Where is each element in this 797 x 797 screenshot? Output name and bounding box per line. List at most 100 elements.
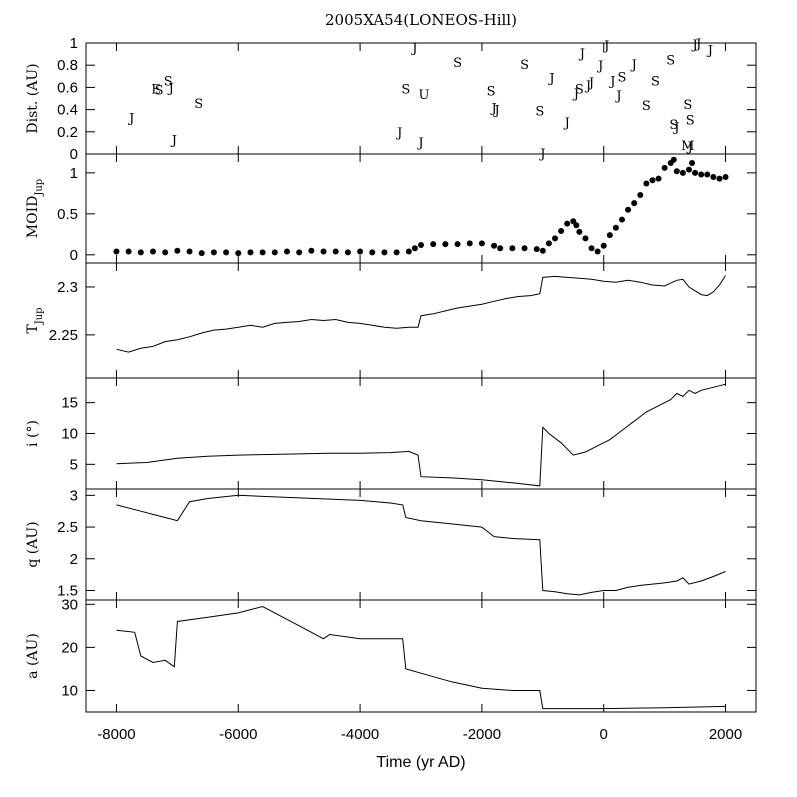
- panel-a: 10 20 30 a (AU): [25, 596, 757, 713]
- y-tick-label: 10: [61, 682, 78, 699]
- moid-point: [582, 235, 589, 242]
- x-axis: -8000 -6000 -4000 -2000 0 2000: [97, 726, 742, 743]
- encounter-marker: S: [194, 97, 203, 112]
- y-tick-label: 20: [61, 639, 78, 656]
- moid-point: [308, 247, 315, 254]
- encounter-marker: J: [690, 38, 697, 53]
- y-axis-label-text: T: [25, 324, 41, 334]
- moid-point: [558, 228, 565, 235]
- moid-point: [692, 169, 699, 176]
- x-tick-label: -8000: [97, 726, 135, 743]
- encounter-marker: S: [651, 75, 660, 90]
- moid-point: [247, 249, 254, 256]
- encounter-marker: S: [683, 98, 692, 113]
- moid-point: [137, 249, 144, 256]
- moid-point: [113, 248, 120, 255]
- moid-point: [606, 232, 613, 239]
- encounter-marker: J: [395, 126, 402, 141]
- moid-point: [509, 245, 516, 252]
- moid-point: [497, 245, 504, 252]
- moid-point: [631, 200, 638, 207]
- encounter-marker: J: [686, 140, 693, 155]
- moid-point: [521, 245, 528, 252]
- series-line-q: [116, 494, 726, 596]
- y-axis-label-subscript: Jup: [34, 307, 45, 325]
- encounter-marker: J: [706, 44, 713, 59]
- encounter-marker: S: [401, 83, 410, 98]
- y-tick-label: 2: [70, 551, 78, 568]
- y-tick-label: 0: [70, 247, 78, 264]
- series-line-incl: [116, 383, 726, 487]
- moid-point: [570, 218, 577, 225]
- encounter-marker: J: [694, 37, 701, 52]
- moid-point: [271, 249, 278, 256]
- moid-point: [594, 248, 601, 255]
- encounter-marker: J: [489, 101, 496, 116]
- encounter-marker: J: [587, 76, 594, 91]
- encounter-marker: J: [167, 81, 174, 96]
- encounter-marker: U: [419, 88, 430, 103]
- moid-point: [539, 247, 546, 254]
- encounter-marker: S: [520, 58, 529, 73]
- moid-point: [162, 249, 169, 256]
- moid-point: [186, 248, 193, 255]
- moid-point: [332, 248, 339, 255]
- y-axis-label-subscript: Jup: [34, 179, 45, 197]
- moid-point: [612, 224, 619, 231]
- encounter-marker: J: [563, 116, 570, 131]
- moid-point: [649, 177, 656, 184]
- y-tick-label: 30: [61, 596, 78, 613]
- encounter-marker: S: [487, 85, 496, 100]
- moid-point: [320, 248, 327, 255]
- encounter-marker: J: [614, 89, 621, 104]
- y-axis-label: a (AU): [25, 633, 41, 679]
- moid-point: [344, 249, 351, 256]
- y-axis-label: i (°): [25, 420, 41, 447]
- panel-tjup: 2.25 2.3 TJup: [25, 262, 757, 379]
- moid-point: [442, 241, 449, 248]
- encounter-marker: J: [672, 120, 679, 135]
- moid-point: [576, 228, 583, 235]
- moid-point: [661, 164, 668, 171]
- encounter-marker: J: [578, 47, 585, 62]
- panel-incl: 5 10 15 i (°): [25, 377, 757, 490]
- moid-point: [716, 175, 723, 182]
- encounter-marker: E: [151, 83, 161, 98]
- moid-point: [418, 241, 424, 248]
- y-tick-label: 0.2: [57, 124, 78, 141]
- moid-point: [198, 250, 205, 257]
- encounter-marker: S: [575, 83, 584, 98]
- series-line-a: [116, 605, 726, 710]
- y-axis-label-text: q (AU): [25, 521, 41, 567]
- moid-point: [491, 242, 498, 249]
- moid-point: [174, 247, 181, 254]
- moid-point: [686, 166, 692, 173]
- moid-point: [673, 168, 680, 175]
- moid-point: [625, 206, 632, 213]
- y-tick-label: 2.3: [57, 279, 78, 296]
- moid-point: [545, 240, 552, 247]
- encounter-marker: S: [618, 70, 627, 85]
- moid-point: [296, 249, 303, 256]
- encounter-marker: J: [584, 79, 591, 94]
- encounter-marker: S: [164, 75, 173, 90]
- y-tick-label: 5: [70, 456, 78, 473]
- panel-frame: [85, 377, 757, 490]
- moid-point: [411, 245, 418, 252]
- moid-point: [588, 245, 595, 252]
- moid-point: [210, 249, 217, 256]
- y-tick-label: 1: [70, 165, 78, 182]
- y-tick-label: 1.5: [57, 582, 78, 599]
- moid-point: [430, 241, 437, 248]
- moid-point: [722, 173, 729, 180]
- y-axis-label: Dist. (AU): [25, 63, 41, 133]
- moid-point: [259, 249, 266, 256]
- moid-point: [533, 246, 540, 253]
- moid-point: [150, 248, 156, 255]
- encounter-marker: J: [410, 41, 417, 56]
- encounter-marker: J: [630, 58, 637, 73]
- encounter-marker: J: [493, 104, 500, 119]
- encounter-marker: S: [666, 54, 675, 69]
- moid-point: [637, 191, 644, 198]
